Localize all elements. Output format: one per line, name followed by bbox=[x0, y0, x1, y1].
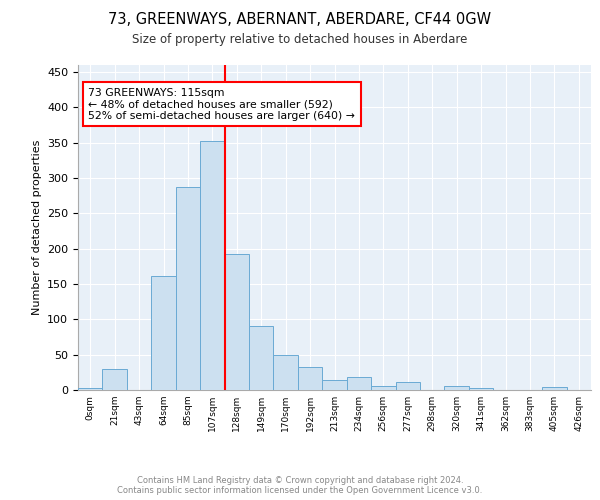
Text: Size of property relative to detached houses in Aberdare: Size of property relative to detached ho… bbox=[133, 32, 467, 46]
Bar bbox=[176, 187, 200, 390]
Bar bbox=[298, 366, 322, 390]
Bar bbox=[371, 386, 395, 390]
Bar bbox=[395, 382, 420, 390]
Bar bbox=[224, 254, 249, 390]
Bar bbox=[200, 142, 224, 390]
Bar bbox=[151, 276, 176, 390]
Text: 73, GREENWAYS, ABERNANT, ABERDARE, CF44 0GW: 73, GREENWAYS, ABERNANT, ABERDARE, CF44 … bbox=[109, 12, 491, 28]
Text: Contains HM Land Registry data © Crown copyright and database right 2024.
Contai: Contains HM Land Registry data © Crown c… bbox=[118, 476, 482, 495]
Bar bbox=[542, 387, 566, 390]
Bar bbox=[103, 369, 127, 390]
Bar bbox=[78, 388, 103, 390]
Text: 73 GREENWAYS: 115sqm
← 48% of detached houses are smaller (592)
52% of semi-deta: 73 GREENWAYS: 115sqm ← 48% of detached h… bbox=[88, 88, 355, 121]
Bar bbox=[347, 376, 371, 390]
Bar bbox=[445, 386, 469, 390]
Bar bbox=[469, 388, 493, 390]
Bar bbox=[274, 356, 298, 390]
Bar bbox=[249, 326, 274, 390]
Bar bbox=[322, 380, 347, 390]
Y-axis label: Number of detached properties: Number of detached properties bbox=[32, 140, 41, 315]
